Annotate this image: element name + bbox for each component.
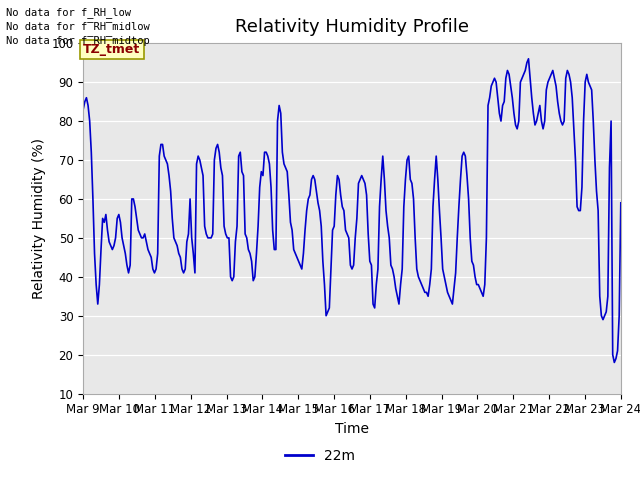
Text: No data for f̅RH̅midtop: No data for f̅RH̅midtop	[6, 36, 150, 46]
Text: No data for f̅RH̅midlow: No data for f̅RH̅midlow	[6, 22, 150, 32]
Legend: 22m: 22m	[280, 443, 360, 468]
Text: No data for f_RH_low: No data for f_RH_low	[6, 7, 131, 18]
Y-axis label: Relativity Humidity (%): Relativity Humidity (%)	[31, 138, 45, 299]
X-axis label: Time: Time	[335, 422, 369, 436]
Title: Relativity Humidity Profile: Relativity Humidity Profile	[235, 18, 469, 36]
Text: TZ_tmet: TZ_tmet	[83, 43, 140, 56]
